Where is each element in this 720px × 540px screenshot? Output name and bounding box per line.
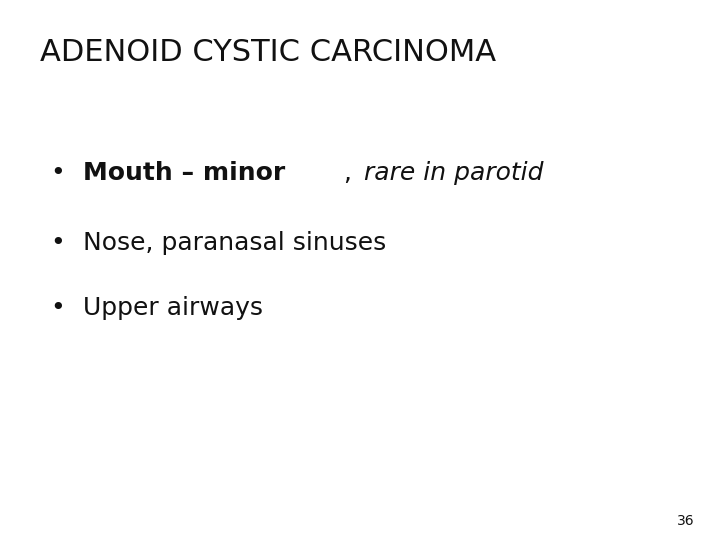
Text: Nose, paranasal sinuses: Nose, paranasal sinuses — [83, 231, 386, 255]
Text: •: • — [50, 296, 65, 320]
Text: 36: 36 — [678, 514, 695, 528]
Text: •: • — [50, 231, 65, 255]
Text: •: • — [50, 161, 65, 185]
Text: ADENOID CYSTIC CARCINOMA: ADENOID CYSTIC CARCINOMA — [40, 38, 496, 67]
Text: Mouth – minor: Mouth – minor — [83, 161, 285, 185]
Text: Upper airways: Upper airways — [83, 296, 263, 320]
Text: ,: , — [343, 161, 360, 185]
Text: rare in parotid: rare in parotid — [364, 161, 544, 185]
